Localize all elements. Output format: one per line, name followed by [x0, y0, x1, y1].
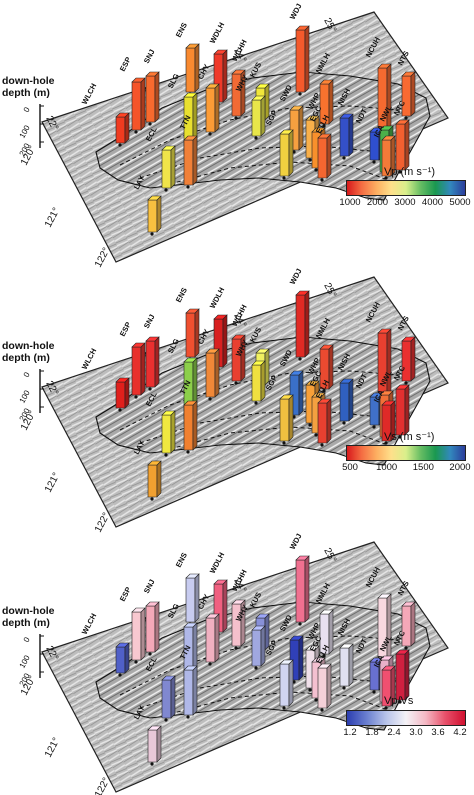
colorbar-tick-label: 3.0 — [409, 727, 423, 738]
station-label: ENS — [174, 286, 189, 304]
depth-tick-label: 100 — [18, 388, 32, 404]
station-label: WDJ — [288, 2, 304, 21]
colorbar: Vp/Vs 1.2 1.8 2.4 3.0 3.6 4.2 — [340, 695, 470, 745]
station-column-chy: CHY — [196, 328, 220, 401]
colorbar-title: Vs (m s⁻¹) — [384, 431, 435, 443]
depth-tick-label: 0 — [22, 105, 32, 114]
depth-axis-title: down-hole depth (m) — [2, 75, 55, 99]
station-label: WDJ — [288, 532, 304, 551]
depth-axis-title: down-hole depth (m) — [2, 605, 55, 629]
station-label: ESP — [118, 585, 133, 602]
colorbar-tick-label: 2.4 — [387, 727, 401, 738]
vpvs-panel: down-hole depth (m)120°121°122°22°23°24°… — [0, 530, 474, 795]
station-column-ica: ICA — [372, 388, 396, 445]
station-label: WDLH — [208, 21, 227, 45]
depth-axis-title-text: down-hole depth (m) — [2, 75, 55, 99]
depth-axis-title-text: down-hole depth (m) — [2, 340, 55, 364]
station-column-snj: SNJ — [142, 313, 160, 391]
depth-axis-title-text: down-hole depth (m) — [2, 605, 55, 629]
station-column-ens: ENS — [174, 21, 200, 96]
colorbar-tick-label: 2000 — [366, 197, 389, 208]
colorbar-title: Vp/Vs — [384, 695, 414, 707]
colorbar-tick-label: 5000 — [449, 197, 471, 208]
colorbar-tick-label: 1500 — [412, 462, 434, 473]
map-canvas: 120°121°122°22°23°24°25°0100200ENSWDJWDL… — [18, 532, 449, 795]
colorbar-tick-label: 1000 — [339, 197, 361, 208]
colorbar-tick-label: 3000 — [394, 197, 416, 208]
station-label: SNJ — [142, 313, 157, 330]
station-label: SNJ — [142, 48, 157, 65]
colorbar-tick-label: 500 — [342, 462, 358, 473]
station-label: WDLH — [208, 286, 227, 310]
station-label: ENS — [174, 21, 189, 39]
depth-axis-title: down-hole depth (m) — [2, 340, 55, 364]
colorbar-tick-label: 1.8 — [365, 727, 379, 738]
map-canvas: 120°121°122°22°23°24°25°0100200ENSWDJWDL… — [18, 2, 449, 269]
station-label: WDJ — [288, 267, 304, 286]
colorbar: Vp (m s⁻¹) 1000 2000 3000 4000 5000 — [339, 165, 471, 215]
station-label: WLCH — [80, 612, 99, 636]
colorbar-tick-label: 2000 — [449, 462, 471, 473]
station-label: WDLH — [208, 551, 227, 575]
station-label: WLCH — [80, 82, 99, 106]
colorbar-gradient — [346, 710, 466, 726]
colorbar-tick-label: 4000 — [421, 197, 444, 208]
colorbar: Vs (m s⁻¹) 500 1000 1500 2000 — [340, 430, 471, 480]
station-label: WLCH — [80, 347, 99, 371]
station-column-ttn: TTN — [178, 644, 198, 719]
station-column-nish: NISH — [336, 87, 354, 160]
colorbar-tick-label: 1.2 — [343, 727, 357, 738]
colorbar-tick-label: 3.6 — [431, 727, 445, 738]
station-column-lay: LAY — [132, 174, 162, 236]
station-column-chy: CHY — [196, 63, 220, 136]
longitude-label: 121° — [43, 736, 62, 759]
colorbar-tick-label: 1000 — [376, 462, 398, 473]
station-column-ica: ICA — [372, 123, 396, 180]
station-column-chy: CHY — [196, 593, 220, 666]
station-column-wdj: WDJ — [288, 2, 310, 96]
station-column-etlh: ETLH — [314, 113, 332, 182]
station-label: ENS — [174, 551, 189, 569]
map-canvas: 120°121°122°22°23°24°25°0100200ENSWDJWDL… — [18, 267, 449, 534]
vs-panel: down-hole depth (m)120°121°122°22°23°24°… — [0, 265, 474, 534]
station-label: ESP — [118, 55, 133, 72]
depth-tick-label: 100 — [18, 123, 32, 139]
depth-tick-label: 100 — [18, 653, 32, 669]
longitude-label: 121° — [43, 206, 62, 229]
longitude-label: 121° — [43, 471, 62, 494]
vp-panel: down-hole depth (m)120°121°122°22°23°24°… — [0, 0, 474, 269]
colorbar-title: Vp (m s⁻¹) — [384, 166, 436, 178]
station-column-ttn: TTN — [178, 379, 198, 454]
station-label: ESP — [118, 320, 133, 337]
colorbar-gradient — [346, 445, 466, 461]
colorbar-tick-label: 4.2 — [453, 727, 467, 738]
depth-tick-label: 0 — [22, 370, 32, 379]
station-column-wdj: WDJ — [288, 532, 310, 626]
station-column-esp: ESP — [118, 585, 146, 664]
depth-tick-label: 0 — [22, 635, 32, 644]
station-label: SNJ — [142, 578, 157, 595]
colorbar-gradient — [346, 180, 466, 196]
